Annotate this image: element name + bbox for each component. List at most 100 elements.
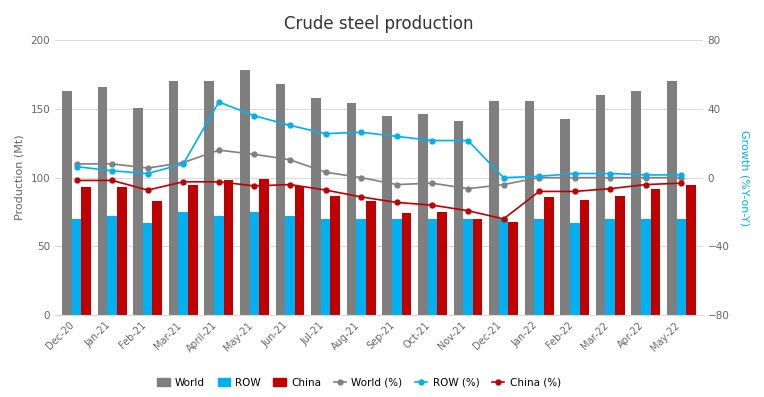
World (%) <box>464 186 473 191</box>
World (%) <box>286 157 295 162</box>
Line: China (%): China (%) <box>74 178 684 222</box>
Bar <box>356 219 366 315</box>
Bar <box>686 185 696 315</box>
Bar <box>499 219 508 315</box>
Bar <box>677 219 686 315</box>
China (%) <box>677 181 686 185</box>
Bar <box>418 114 428 315</box>
World (%) <box>392 182 401 187</box>
Bar <box>596 95 606 315</box>
Bar <box>276 84 285 315</box>
ROW (%) <box>464 138 473 143</box>
ROW (%) <box>641 173 650 177</box>
ROW (%) <box>143 171 152 176</box>
Bar <box>570 223 580 315</box>
World (%) <box>499 182 508 187</box>
Bar <box>641 219 651 315</box>
World (%) <box>143 166 152 170</box>
Bar <box>311 98 321 315</box>
Bar <box>392 219 402 315</box>
Bar <box>107 216 117 315</box>
Bar <box>259 179 269 315</box>
World (%) <box>641 175 650 180</box>
Bar <box>72 219 81 315</box>
ROW (%) <box>250 114 259 118</box>
World (%) <box>606 175 615 180</box>
China (%) <box>108 178 117 183</box>
Bar <box>224 180 233 315</box>
Bar <box>62 91 72 315</box>
China (%) <box>464 208 473 213</box>
Bar <box>295 186 304 315</box>
Bar <box>240 70 250 315</box>
Bar <box>98 87 107 315</box>
Bar <box>143 223 153 315</box>
ROW (%) <box>72 164 81 169</box>
ROW (%) <box>677 173 686 177</box>
ROW (%) <box>286 123 295 128</box>
World (%) <box>179 160 188 165</box>
ROW (%) <box>392 134 401 139</box>
Bar <box>285 216 295 315</box>
ROW (%) <box>499 175 508 180</box>
World (%) <box>214 148 223 152</box>
Bar <box>214 216 224 315</box>
Bar <box>606 219 615 315</box>
Bar <box>632 91 641 315</box>
Bar <box>117 187 127 315</box>
Bar <box>321 219 330 315</box>
World (%) <box>428 181 437 185</box>
Bar <box>473 219 482 315</box>
China (%) <box>179 179 188 184</box>
Bar <box>153 201 162 315</box>
Bar <box>454 121 463 315</box>
China (%) <box>499 216 508 221</box>
Bar <box>366 201 376 315</box>
Bar <box>580 200 589 315</box>
World (%) <box>72 162 81 166</box>
Bar <box>463 219 473 315</box>
China (%) <box>392 200 401 205</box>
Bar <box>651 189 660 315</box>
China (%) <box>641 182 650 187</box>
China (%) <box>321 188 330 193</box>
Bar <box>615 196 625 315</box>
ROW (%) <box>606 171 615 176</box>
China (%) <box>357 195 366 199</box>
ROW (%) <box>214 100 223 104</box>
China (%) <box>428 203 437 208</box>
Bar <box>330 196 340 315</box>
Y-axis label: Production (Mt): Production (Mt) <box>15 135 25 220</box>
China (%) <box>250 183 259 188</box>
Bar <box>534 219 544 315</box>
Bar <box>508 222 518 315</box>
Bar <box>428 219 437 315</box>
China (%) <box>214 179 223 184</box>
Bar <box>188 185 198 315</box>
ROW (%) <box>428 138 437 143</box>
China (%) <box>286 182 295 187</box>
China (%) <box>72 178 81 183</box>
ROW (%) <box>357 130 366 135</box>
Bar <box>205 81 214 315</box>
ROW (%) <box>179 162 188 166</box>
Bar <box>525 100 534 315</box>
ROW (%) <box>535 174 544 179</box>
World (%) <box>250 152 259 157</box>
Bar <box>250 212 259 315</box>
ROW (%) <box>108 168 117 173</box>
Bar <box>347 103 356 315</box>
World (%) <box>108 162 117 166</box>
World (%) <box>570 175 579 180</box>
Bar <box>81 187 91 315</box>
ROW (%) <box>570 171 579 176</box>
Y-axis label: Growth (%Y-on-Y): Growth (%Y-on-Y) <box>739 129 749 226</box>
Bar <box>544 197 554 315</box>
China (%) <box>535 189 544 194</box>
Bar <box>382 116 392 315</box>
Bar <box>560 119 570 315</box>
ROW (%) <box>321 131 330 136</box>
Title: Crude steel production: Crude steel production <box>284 15 474 33</box>
Bar <box>402 214 411 315</box>
World (%) <box>357 175 366 180</box>
